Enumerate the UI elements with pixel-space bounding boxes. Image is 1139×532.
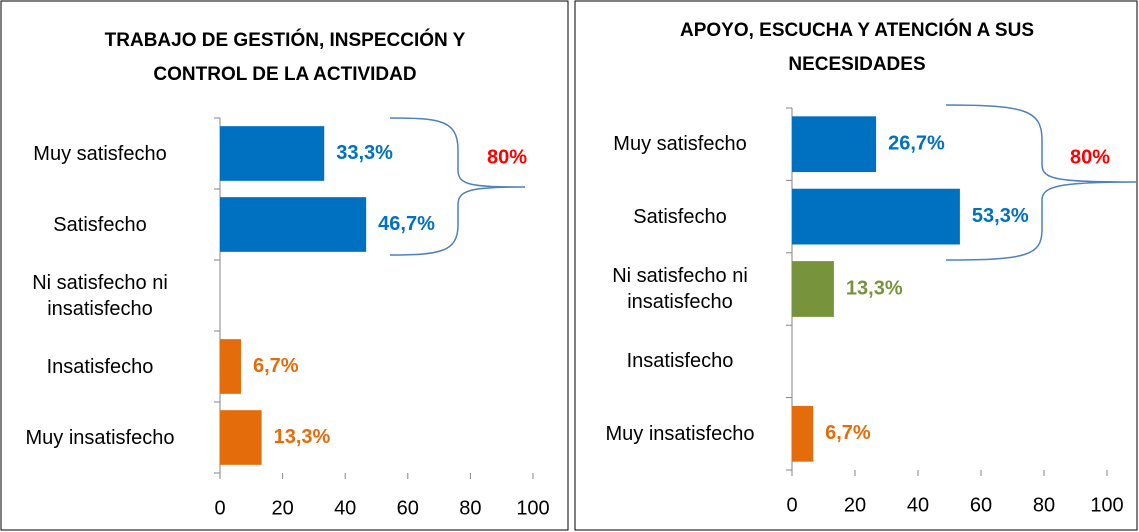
y-tick-label: Ni satisfecho ni insatisfecho [32,271,168,320]
bar [792,261,834,317]
y-tick-label: Ni satisfecho ni insatisfecho [612,265,748,313]
y-tick-label: Muy insatisfecho [605,422,755,445]
panel-border [574,0,1138,531]
value-label: 6,7% [825,422,871,444]
bar [220,410,262,465]
brace [945,104,1137,261]
bar [792,116,877,173]
x-tick-label: 60 [970,494,992,516]
y-tick-label: Muy satisfecho [33,142,167,165]
x-tick-label: 40 [334,497,356,519]
bar [220,197,367,252]
y-tick-label: Muy satisfecho [613,133,747,156]
value-label: 53,3% [972,205,1029,227]
value-label: 26,7% [888,132,945,154]
value-label: 6,7% [253,355,299,377]
value-label: 46,7% [378,213,435,235]
brace [389,117,526,256]
x-tick-label: 0 [214,497,225,519]
bar [792,405,814,462]
chart-title: TRABAJO DE GESTIÓN, INSPECCIÓN Y [104,30,466,51]
annotation: 80% [487,146,527,168]
bar [220,339,241,394]
bar [792,188,960,245]
value-label: 33,3% [336,142,393,164]
x-tick-label: 100 [1090,494,1123,516]
y-tick-label: Satisfecho [633,205,727,228]
x-tick-label: 20 [844,494,866,516]
bar [220,126,325,181]
x-tick-label: 100 [516,497,549,519]
value-label: 13,3% [846,277,903,299]
x-tick-label: 0 [786,494,797,516]
y-tick-label: Satisfecho [53,213,147,236]
annotation: 80% [1070,146,1110,168]
x-tick-label: 80 [1033,494,1055,516]
chart-title: NECESIDADES [788,54,926,75]
y-tick-label: Insatisfecho [46,355,154,378]
y-tick-label: Muy insatisfecho [25,426,175,449]
y-tick-label: Insatisfecho [626,350,734,373]
x-tick-label: 20 [271,497,293,519]
x-tick-label: 40 [907,494,929,516]
chart-title: CONTROL DE LA ACTIVIDAD [153,64,417,85]
chart-title: APOYO, ESCUCHA Y ATENCIÓN A SUS [679,20,1034,41]
x-tick-label: 80 [459,497,481,519]
value-label: 13,3% [274,426,331,448]
x-tick-label: 60 [397,497,419,519]
panel-border [0,0,569,531]
